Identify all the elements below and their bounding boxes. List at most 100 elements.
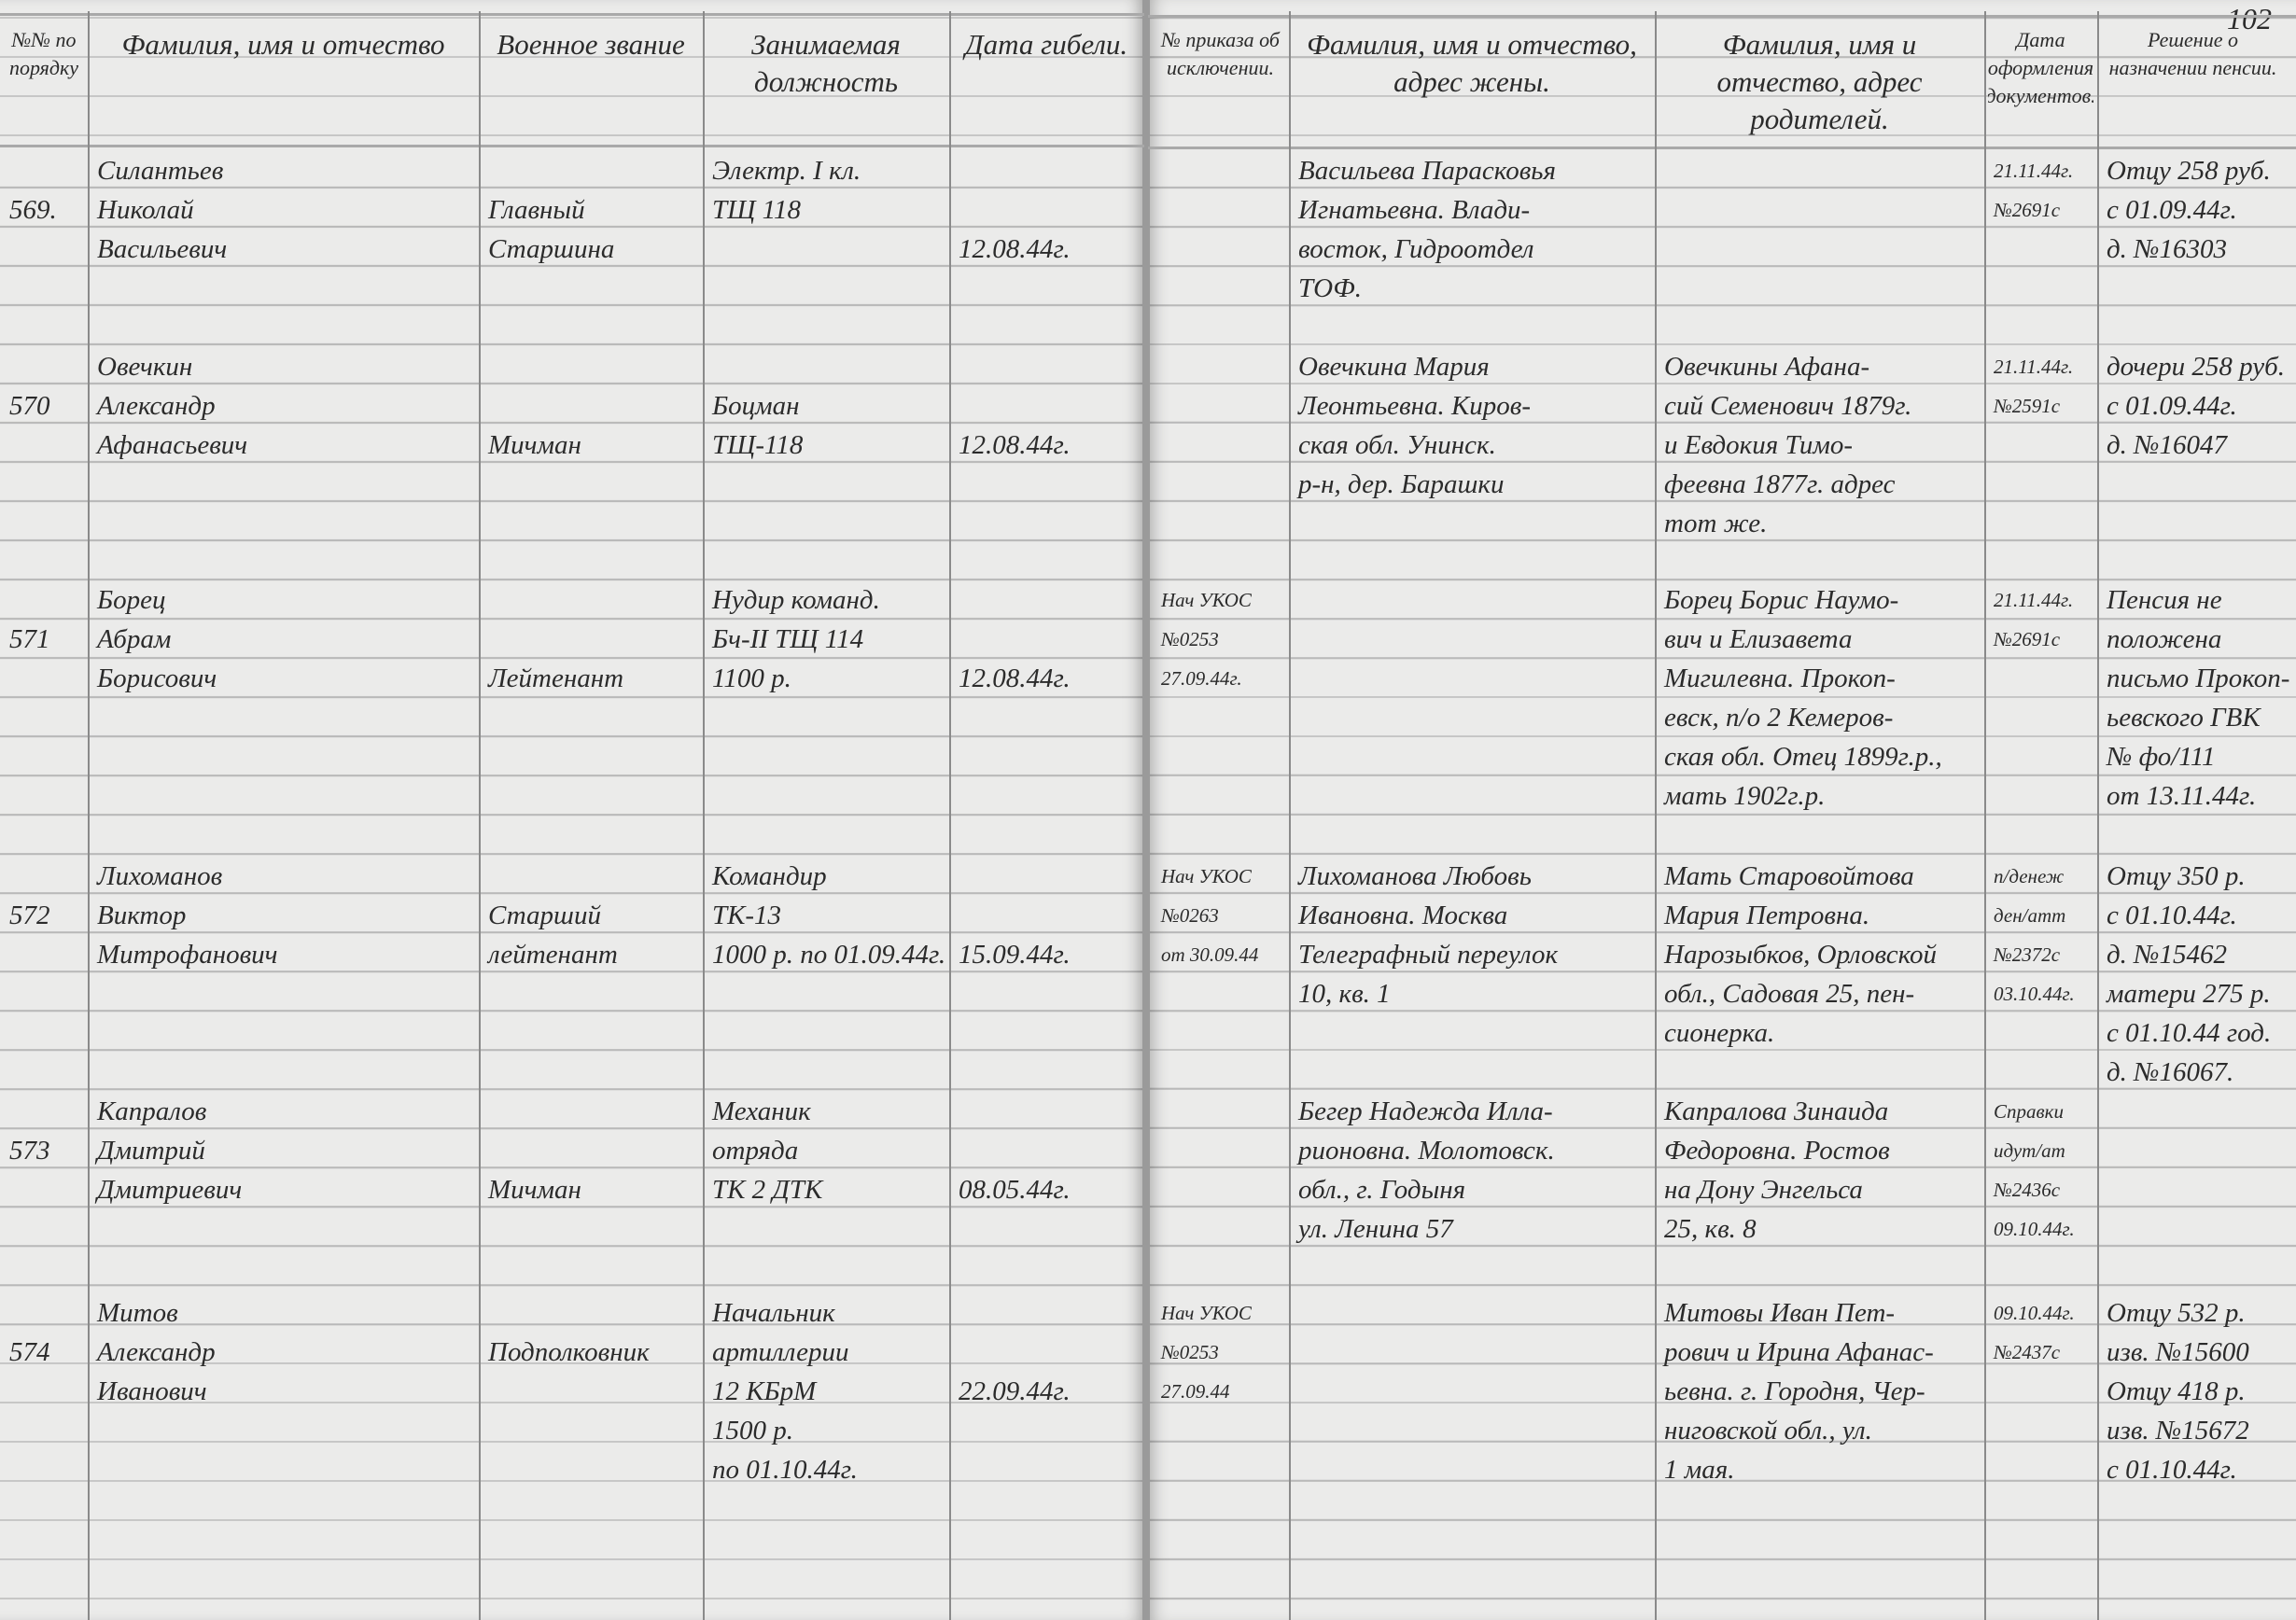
column-header-parents: Фамилия, имя и отчество, адрес родителей… xyxy=(1716,28,1923,135)
record-decision-line: матери 275 р. xyxy=(2107,979,2271,1009)
column-header-rank: Военное звание xyxy=(497,28,685,61)
record-decision-line: ьевского ГВК xyxy=(2107,703,2261,733)
column-header-decision: Решение о назначении пенсии. xyxy=(2108,28,2277,79)
record-docs-line: №2372с xyxy=(1994,943,2061,966)
record-death-date-cell: 12.08.44г. xyxy=(959,580,1071,698)
record-name-line: Афанасьевич xyxy=(97,430,248,460)
record-docs-line: №2436с xyxy=(1994,1179,2061,1201)
record-wife-cell: Бегер Надежда Илла-рионовна. Молотовск. о… xyxy=(1298,1092,1555,1249)
record-order-cell: Нач УКОС №0263 от 30.09.44 xyxy=(1161,857,1258,974)
record-death-date-line xyxy=(959,151,1071,190)
record-order-line: Нач УКОС xyxy=(1161,865,1252,887)
record-decision-line: д. №16047 xyxy=(2107,430,2228,460)
record-name-line: Силантьев xyxy=(97,156,224,186)
record-decision-line: д. №16303 xyxy=(2107,234,2228,264)
column-rule xyxy=(1655,11,1657,1620)
record-rank-cell: Подполковник xyxy=(488,1293,650,1372)
record-parents-cell: Митовы Иван Пет-рович и Ирина Афанас-ьев… xyxy=(1664,1293,1934,1489)
header-rule xyxy=(0,13,1144,16)
record-number-line: 571 xyxy=(9,624,50,654)
record-number-line xyxy=(9,1092,50,1131)
record-decision-cell: Отцу 258 руб. с 01.09.44г. д. №16303 xyxy=(2107,151,2271,269)
column-rule xyxy=(949,11,951,1620)
record-name-cell: Лихоманов Виктор Митрофанович xyxy=(97,857,278,974)
record-number-line: 572 xyxy=(9,901,50,930)
record-docs-line: ден/атт xyxy=(1994,904,2066,927)
record-name-line: Виктор xyxy=(97,901,187,930)
record-parents-line: Федоровна. Ростов xyxy=(1664,1136,1890,1166)
record-decision-line: д. №16067. xyxy=(2107,1057,2234,1087)
record-death-date-cell: 12.08.44г. xyxy=(959,151,1071,269)
record-name-line: Борец xyxy=(97,585,166,615)
record-death-date-line xyxy=(959,857,1071,896)
record-wife-cell: Лихоманова Любовь Ивановна. Москва Телегра… xyxy=(1298,857,1558,1013)
record-parents-line: рович и Ирина Афанас- xyxy=(1664,1337,1934,1367)
record-rank-line xyxy=(488,386,581,426)
record-rank-line: Подполковник xyxy=(488,1337,650,1367)
record-death-date-line xyxy=(959,1293,1071,1333)
record-position-line: Бч-II ТЩ 114 xyxy=(712,624,864,654)
record-death-date-line: 12.08.44г. xyxy=(959,430,1071,460)
record-rank-cell: Мичман xyxy=(488,347,581,465)
record-rank-line: Мичман xyxy=(488,430,581,460)
record-docs-line: №2691с xyxy=(1994,628,2061,650)
record-name-cell: Силантьев Николай Васильевич xyxy=(97,151,227,269)
record-wife-line: обл., г. Годыня xyxy=(1298,1175,1466,1205)
record-name-line: Васильевич xyxy=(97,234,228,264)
record-name-cell: Борец Абрам Борисович xyxy=(97,580,217,698)
record-decision-cell: Отцу 350 р. с 01.10.44г. д. №15462 матери 2… xyxy=(2107,857,2271,1092)
record-rank-line xyxy=(488,1092,581,1131)
record-name-line: Дмитриевич xyxy=(97,1175,243,1205)
record-name-line: Лихоманов xyxy=(97,861,223,891)
record-docs-cell: 21.11.44г. №2691с xyxy=(1994,151,2073,230)
record-wife-line: восток, Гидроотдел xyxy=(1298,234,1534,264)
record-decision-line: Отцу 258 руб. xyxy=(2107,156,2271,186)
record-position-cell: Начальник артиллерии 12 КБрМ 1500 р. по 01.1… xyxy=(712,1293,858,1489)
record-death-date-line xyxy=(959,896,1071,935)
record-docs-line: 09.10.44г. xyxy=(1994,1218,2075,1240)
record-number-cell: 574 xyxy=(9,1293,50,1372)
record-number-line xyxy=(9,151,57,190)
record-parents-line: Овечкины Афана- xyxy=(1664,352,1870,382)
record-decision-cell: Отцу 532 р. изв. №15600 Отцу 418 р. изв. №1… xyxy=(2107,1293,2249,1489)
record-wife-line: Леонтьевна. Киров- xyxy=(1298,391,1532,421)
column-header-name: Фамилия, имя и отчество xyxy=(121,28,445,61)
record-position-line: 1000 р. по 01.09.44г. xyxy=(712,940,946,970)
record-docs-line: п/денеж xyxy=(1994,865,2065,887)
column-rule xyxy=(88,11,90,1620)
record-rank-line xyxy=(488,347,581,386)
record-decision-cell: дочери 258 руб. с 01.09.44г. д. №16047 xyxy=(2107,347,2285,465)
record-decision-line: д. №15462 xyxy=(2107,940,2228,970)
record-decision-line: положена xyxy=(2107,624,2222,654)
record-wife-line: Игнатьевна. Влади- xyxy=(1298,195,1531,225)
record-number-line: 574 xyxy=(9,1337,50,1367)
record-wife-line: Бегер Надежда Илла- xyxy=(1298,1096,1553,1126)
record-parents-line: сионерка. xyxy=(1664,1018,1775,1048)
record-position-line: ТЩ-118 xyxy=(712,430,804,460)
column-rule xyxy=(2097,11,2099,1620)
record-position-line: 1100 р. xyxy=(712,663,791,693)
record-rank-line xyxy=(488,620,623,659)
record-parents-cell: Мать Старовойтова Мария Петровна. Нарозыбк… xyxy=(1664,857,1937,1053)
record-docs-line: Справки xyxy=(1994,1100,2064,1123)
record-death-date-cell: 15.09.44г. xyxy=(959,857,1071,974)
record-death-date-line xyxy=(959,1333,1071,1372)
record-parents-line: Мария Петровна. xyxy=(1664,901,1870,930)
header-rule xyxy=(0,145,1144,147)
record-docs-line: 21.11.44г. xyxy=(1994,356,2074,378)
record-parents-line: и Евдокия Тимо- xyxy=(1664,430,1854,460)
record-docs-cell: п/денеж ден/атт №2372с 03.10.44г. xyxy=(1994,857,2075,1013)
record-parents-line: Нарозыбков, Орловской xyxy=(1664,940,1938,970)
record-death-date-line xyxy=(959,347,1071,386)
record-position-line: 1500 р. xyxy=(712,1416,793,1445)
record-position-line: Боцман xyxy=(712,391,800,421)
record-position-line: Командир xyxy=(712,861,827,891)
record-death-date-line xyxy=(959,1131,1071,1170)
record-name-line: Иванович xyxy=(97,1376,207,1406)
record-parents-line: ниговской обл., ул. xyxy=(1664,1416,1872,1445)
record-order-line: №0253 xyxy=(1161,628,1219,650)
record-wife-line: 10, кв. 1 xyxy=(1298,979,1391,1009)
record-decision-line: с 01.09.44г. xyxy=(2107,195,2237,225)
record-wife-line: ТОФ. xyxy=(1298,273,1362,303)
record-decision-line: Отцу 418 р. xyxy=(2107,1376,2246,1406)
